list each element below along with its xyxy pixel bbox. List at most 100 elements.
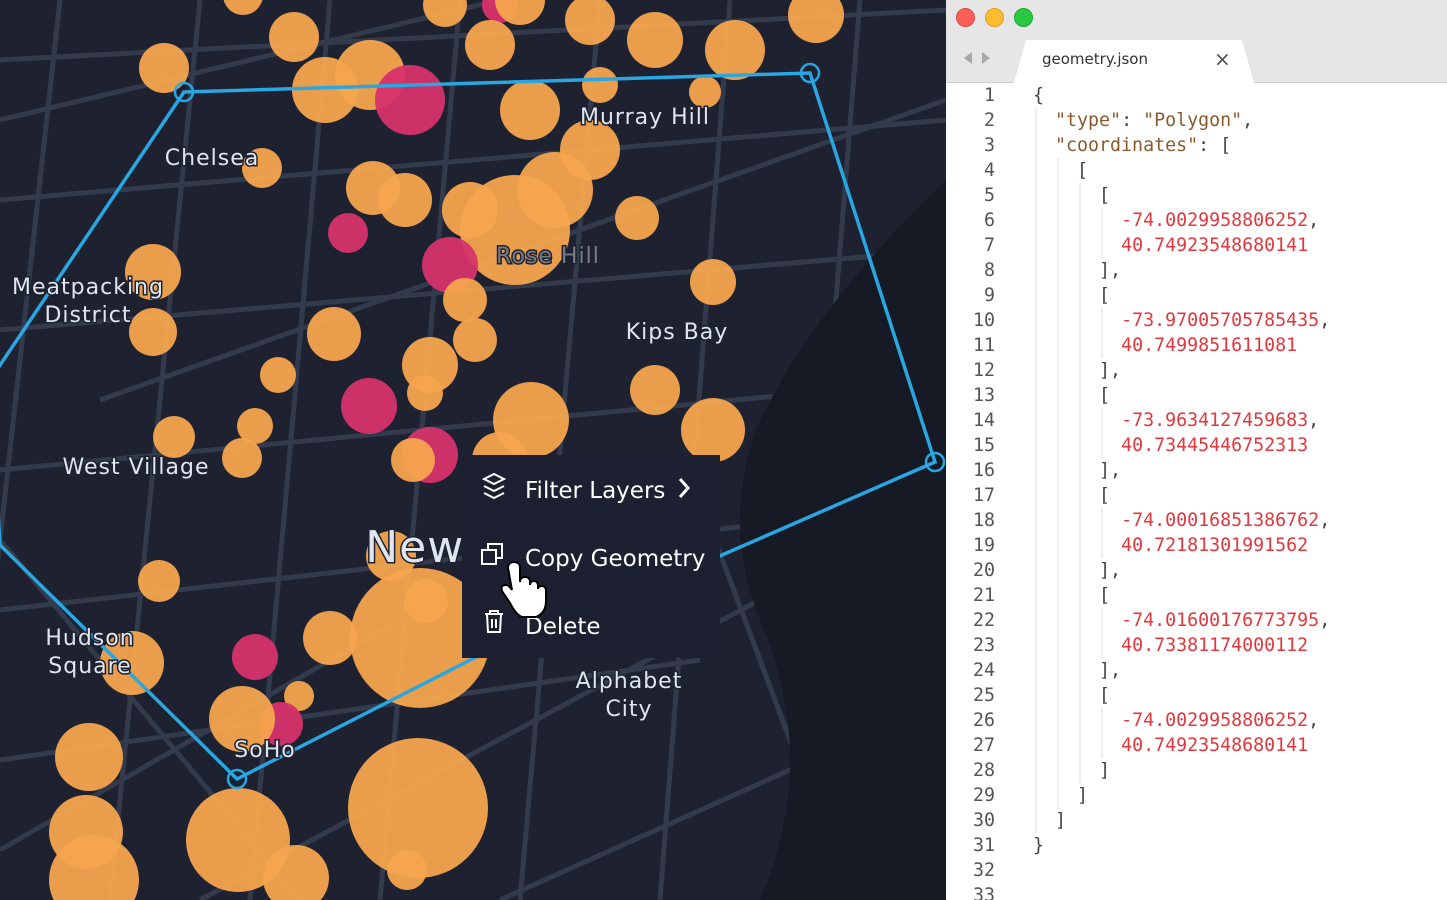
map-label: Alphabet <box>576 669 683 694</box>
line-number: 2 <box>983 110 995 131</box>
street <box>0 0 501 123</box>
code-line: ], <box>1033 260 1122 281</box>
code-line: 40.74923548680141 <box>1121 735 1309 756</box>
data-point <box>307 307 361 361</box>
map-label: Hudson <box>45 626 134 651</box>
code-line: -74.0029958806252, <box>1121 710 1320 731</box>
line-number: 15 <box>972 435 995 456</box>
data-point <box>350 568 490 708</box>
vertex[interactable] <box>173 81 195 103</box>
line-number: 7 <box>983 235 995 256</box>
menu-item[interactable]: Filter Layers <box>525 478 665 504</box>
map-label: Kips Bay <box>626 320 729 345</box>
code-line: -74.01600176773795, <box>1121 610 1331 631</box>
icons <box>481 472 691 633</box>
indent-guides <box>1035 108 1103 833</box>
map-label: Meatpacking <box>12 275 164 300</box>
code-line: { <box>1033 85 1045 106</box>
line-number: 31 <box>972 835 995 856</box>
line-number: 4 <box>983 160 995 181</box>
tab[interactable] <box>1014 40 1254 83</box>
chevron <box>678 478 691 498</box>
data-point <box>303 611 357 665</box>
data-point <box>186 788 290 892</box>
data-point <box>407 375 443 411</box>
data-point <box>139 43 189 93</box>
line-number: 18 <box>972 510 995 531</box>
line-number: 6 <box>983 210 995 231</box>
line-number: 17 <box>972 485 995 506</box>
data-point <box>582 67 618 103</box>
line-number: 20 <box>972 560 995 581</box>
close-button[interactable] <box>956 8 975 27</box>
data-point <box>500 80 560 140</box>
vertex[interactable] <box>799 62 821 84</box>
line-number: 9 <box>983 285 995 306</box>
polygon-vertices <box>173 62 946 790</box>
code-line: [ <box>1033 485 1111 506</box>
data-point <box>125 244 181 300</box>
map-label: City <box>605 697 652 722</box>
code-line: -73.9634127459683, <box>1121 410 1320 431</box>
map-label: District <box>44 303 131 328</box>
data-point <box>465 20 515 70</box>
line-number: 33 <box>972 885 995 900</box>
data-point <box>153 416 195 458</box>
trash-icon <box>485 610 503 633</box>
code-line: ], <box>1033 660 1122 681</box>
street <box>247 0 333 900</box>
code-line: ], <box>1033 560 1122 581</box>
line-number: 23 <box>972 635 995 656</box>
data-point <box>375 65 445 135</box>
data-point <box>705 20 765 80</box>
code-line: ] <box>1033 785 1089 806</box>
map-label: Murray Hill <box>580 105 710 130</box>
data-point <box>138 560 180 602</box>
vertex[interactable] <box>924 451 946 473</box>
code-line: -73.97005705785435, <box>1121 310 1331 331</box>
vertex[interactable] <box>226 768 248 790</box>
line-number: 26 <box>972 710 995 731</box>
editor: geometry.json × 1 2 3 4 5 6 7 8 9 10 11 12 13 14 15 16 1… <box>946 0 1447 900</box>
street <box>0 0 63 563</box>
data-point <box>129 308 177 356</box>
code-line: "type": "Polygon", <box>1055 110 1254 131</box>
data-point <box>391 438 435 482</box>
menu-item[interactable]: Copy Geometry <box>525 546 705 572</box>
line-number: 25 <box>972 685 995 706</box>
minimize-button[interactable] <box>985 8 1004 27</box>
line-number: 12 <box>972 360 995 381</box>
data-point <box>209 686 275 752</box>
map-label: Rose Hill <box>496 244 600 269</box>
line-number: 19 <box>972 535 995 556</box>
map-label: Square <box>48 654 131 679</box>
data-point <box>443 278 487 322</box>
line-number: 3 <box>983 135 995 156</box>
code-line: [ <box>1033 160 1089 181</box>
code-line: [ <box>1033 185 1111 206</box>
code-line: ], <box>1033 460 1122 481</box>
code-line: ], <box>1033 360 1122 381</box>
nav-arrows <box>964 52 990 64</box>
tab-close[interactable]: × <box>1214 47 1231 71</box>
street <box>107 0 203 900</box>
code-line: "coordinates": [ <box>1055 135 1232 156</box>
data-point <box>442 182 498 238</box>
line-number: 21 <box>972 585 995 606</box>
data-point <box>263 845 329 900</box>
code: { "type": "Polygon", "coordinates": [ [ … <box>1033 83 1330 858</box>
line-number: 11 <box>972 335 995 356</box>
code-line: 40.73381174000112 <box>1121 635 1309 656</box>
data-point <box>284 681 314 711</box>
code-line: [ <box>1033 285 1111 306</box>
code-line: [ <box>1033 685 1111 706</box>
zoom-button[interactable] <box>1014 8 1033 27</box>
code-line: 40.7499851611081 <box>1121 335 1298 356</box>
code-line: -74.0029958806252, <box>1121 210 1320 231</box>
data-point <box>269 12 319 62</box>
data-point <box>55 723 123 791</box>
menu-item[interactable]: Delete <box>525 614 601 640</box>
code-line: ] <box>1033 760 1111 781</box>
map: Murray Hill Chelsea Meatpacking District Ros… <box>0 0 946 900</box>
